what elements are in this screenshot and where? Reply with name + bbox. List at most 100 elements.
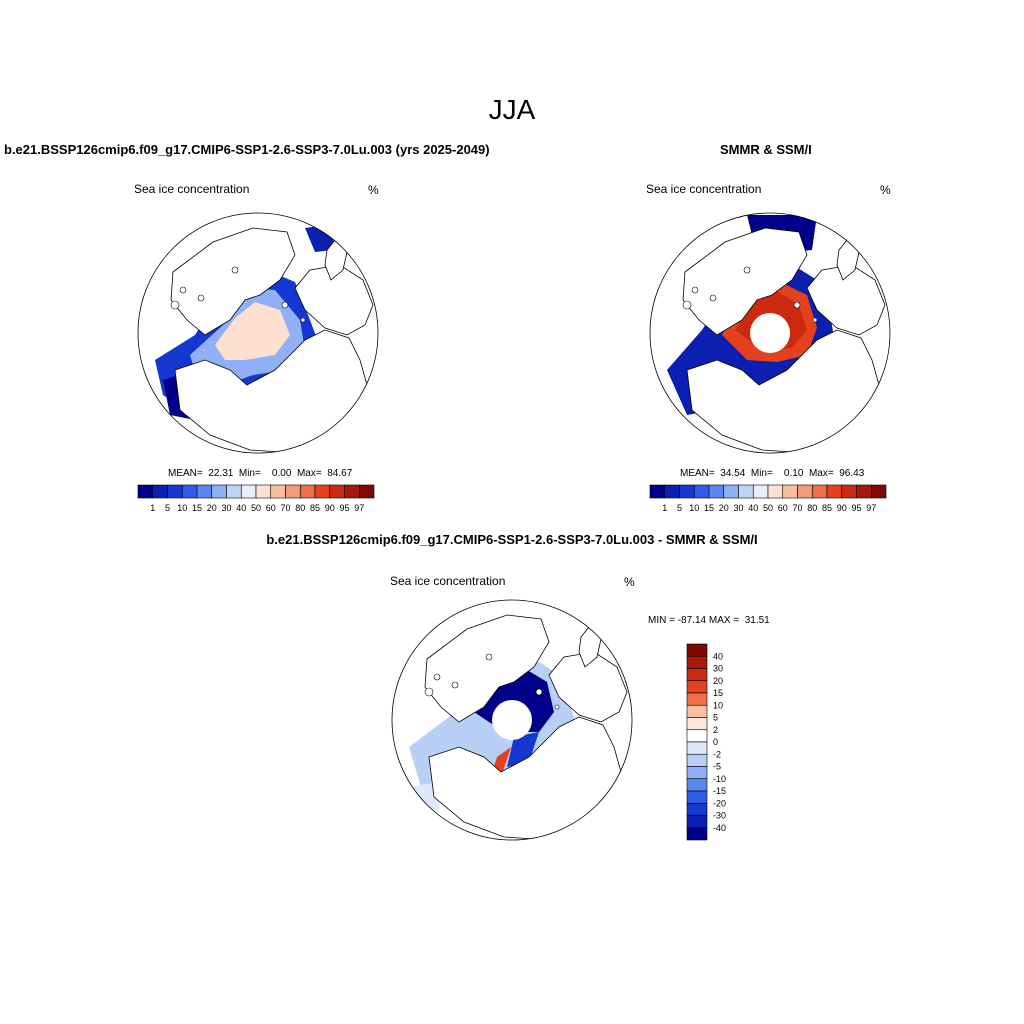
panel3-map-island — [554, 704, 560, 710]
panel3-map-island — [485, 653, 493, 661]
panel1-map-land-greenland — [294, 264, 374, 336]
panel3-map-island — [424, 687, 434, 697]
panel2-colorbar-swatch — [841, 484, 857, 499]
panel2-colorbar-swatch — [664, 484, 680, 499]
panel3-colorbar-swatch — [686, 717, 708, 731]
panel2-colorbar: 1 5 10 15 20 30 40 50 60 70 80 85 90 95 97 — [649, 484, 887, 513]
panel3-colorbar-tick-label: -10 — [713, 774, 726, 784]
panel3-colorbar-tick-label: 2 — [713, 725, 718, 735]
panel2-map-land-eurasia — [682, 227, 808, 336]
panel2-colorbar-swatch — [693, 484, 710, 499]
panel1-map-field-region — [215, 302, 290, 360]
panel2-colorbar-swatch — [679, 484, 695, 499]
panel2-map-land-greenland — [806, 264, 886, 336]
panel1-colorbar-tick-label: 50 — [251, 503, 261, 513]
panel3-colorbar-swatch — [686, 729, 708, 743]
panel1-colorbar-tick-label: 60 — [266, 503, 276, 513]
panel3-colorbar-tick-label: -30 — [713, 811, 726, 821]
panel2-colorbar-tick-label: 15 — [704, 503, 714, 513]
panel2-colorbar-tick-label: 70 — [792, 503, 802, 513]
panel2-colorbar-tick-label: 85 — [822, 503, 832, 513]
panel1-colorbar-tick-label: 95 — [339, 503, 349, 513]
figure-title: JJA — [488, 94, 536, 125]
panel2-title: SMMR & SSM/I — [720, 142, 812, 157]
panel1-units: % — [368, 183, 379, 197]
panel1-colorbar-tick-label: 30 — [221, 503, 231, 513]
panel1-colorbar-tick-label: 97 — [354, 503, 364, 513]
panel1-stats: MEAN= 22.31 Min= 0.00 Max= 84.67 — [168, 468, 353, 479]
panel1-map-island — [179, 286, 187, 294]
panel2-colorbar-tick-label: 95 — [851, 503, 861, 513]
panel2-colorbar-tick-label: 1 — [662, 503, 667, 513]
panel3-colorbar-tick-label: -2 — [713, 749, 721, 759]
panel2-colorbar-swatch — [738, 484, 754, 499]
panel3-colorbar-swatch — [686, 692, 708, 706]
panel3-colorbar-tick-label: 15 — [713, 688, 723, 698]
panel2-colorbar-tick-label: 80 — [807, 503, 817, 513]
panel3-map-field-region — [507, 732, 539, 767]
panel1-colorbar: 1 5 10 15 20 30 40 50 60 70 80 85 90 95 97 — [137, 484, 375, 513]
panel2-colorbar-tick-label: 40 — [748, 503, 758, 513]
panel3-subtitle: Sea ice concentration — [390, 574, 506, 588]
panel3-colorbar-swatch — [686, 668, 708, 682]
panel1-colorbar-swatch — [329, 484, 345, 499]
panel3-colorbar-swatch — [686, 790, 708, 804]
panel3-colorbar-swatch — [686, 680, 708, 694]
panel3-map-land-eurasia — [424, 614, 550, 723]
panel2-colorbar-tick-label: 90 — [837, 503, 847, 513]
panel3-colorbar-swatch — [686, 815, 708, 829]
panel2-map-land-nAmerica — [686, 329, 880, 453]
panel1-map — [137, 212, 379, 454]
panel2-map-boundary — [649, 212, 891, 454]
panel3-colorbar-swatch — [686, 827, 708, 841]
panel2-map — [649, 212, 891, 454]
panel1-colorbar-tick-label: 40 — [236, 503, 246, 513]
panel3-map-island — [433, 673, 441, 681]
panel3-pole-hole — [492, 700, 532, 740]
panel2-colorbar-swatch — [708, 484, 725, 499]
panel1-colorbar-tick-label: 15 — [192, 503, 202, 513]
panel3-colorbar-swatch — [686, 802, 708, 816]
panel2-colorbar-swatch — [856, 484, 872, 499]
panel1-colorbar-tick-label: 90 — [325, 503, 335, 513]
panel1-map-boundary — [137, 212, 379, 454]
panel2-colorbar-tick-label: 50 — [763, 503, 773, 513]
panel3-colorbar-tick-label: 10 — [713, 700, 723, 710]
panel1-colorbar-swatch — [255, 484, 272, 499]
panel3-colorbar-swatch — [686, 753, 708, 767]
panel3-map — [391, 599, 633, 841]
panel3-colorbar-swatch — [686, 704, 708, 718]
panel3-colorbar-tick-label: 20 — [713, 676, 723, 686]
panel3-units: % — [624, 575, 635, 589]
panel1-colorbar-tick-label: 20 — [207, 503, 217, 513]
panel1-colorbar-tick-label: 10 — [177, 503, 187, 513]
panel1-colorbar-swatch — [137, 484, 154, 499]
panel1-title: b.e21.BSSP126cmip6.f09_g17.CMIP6-SSP1-2.… — [4, 142, 490, 157]
panel2-colorbar-tick-label: 60 — [778, 503, 788, 513]
panel1-colorbar-swatch — [196, 484, 213, 499]
panel2-subtitle: Sea ice concentration — [646, 182, 762, 196]
panel2-colorbar-swatch — [649, 484, 666, 499]
panel1-colorbar-swatch — [226, 484, 242, 499]
panel3-colorbar-tick-label: 40 — [713, 651, 723, 661]
panel1-colorbar-swatch — [344, 484, 360, 499]
panel3-colorbar-tick-label: -5 — [713, 762, 721, 772]
panel2-stats: MEAN= 34.54 Min= 0.10 Max= 96.43 — [680, 468, 865, 479]
panel2-colorbar-tick-label: 10 — [689, 503, 699, 513]
panel3-title: b.e21.BSSP126cmip6.f09_g17.CMIP6-SSP1-2.… — [266, 532, 758, 547]
panel1-colorbar-tick-label: 5 — [165, 503, 170, 513]
panel3-colorbar-tick-label: -20 — [713, 798, 726, 808]
panel1-map-island — [197, 294, 205, 302]
panel2-map-island — [743, 266, 751, 274]
panel3-colorbar-tick-label: -15 — [713, 786, 726, 796]
panel1-colorbar-swatch — [285, 484, 301, 499]
panel1-colorbar-tick-label: 1 — [150, 503, 155, 513]
panel1-colorbar-swatch — [299, 484, 316, 499]
panel1-map-land-nAmerica — [174, 329, 368, 453]
panel2-map-island — [709, 294, 717, 302]
panel1-colorbar-swatch — [167, 484, 183, 499]
panel1-colorbar-tick-label: 70 — [280, 503, 290, 513]
panel2-colorbar-swatch — [870, 484, 887, 499]
panel1-colorbar-swatch — [181, 484, 198, 499]
panel1-map-island — [300, 317, 306, 323]
